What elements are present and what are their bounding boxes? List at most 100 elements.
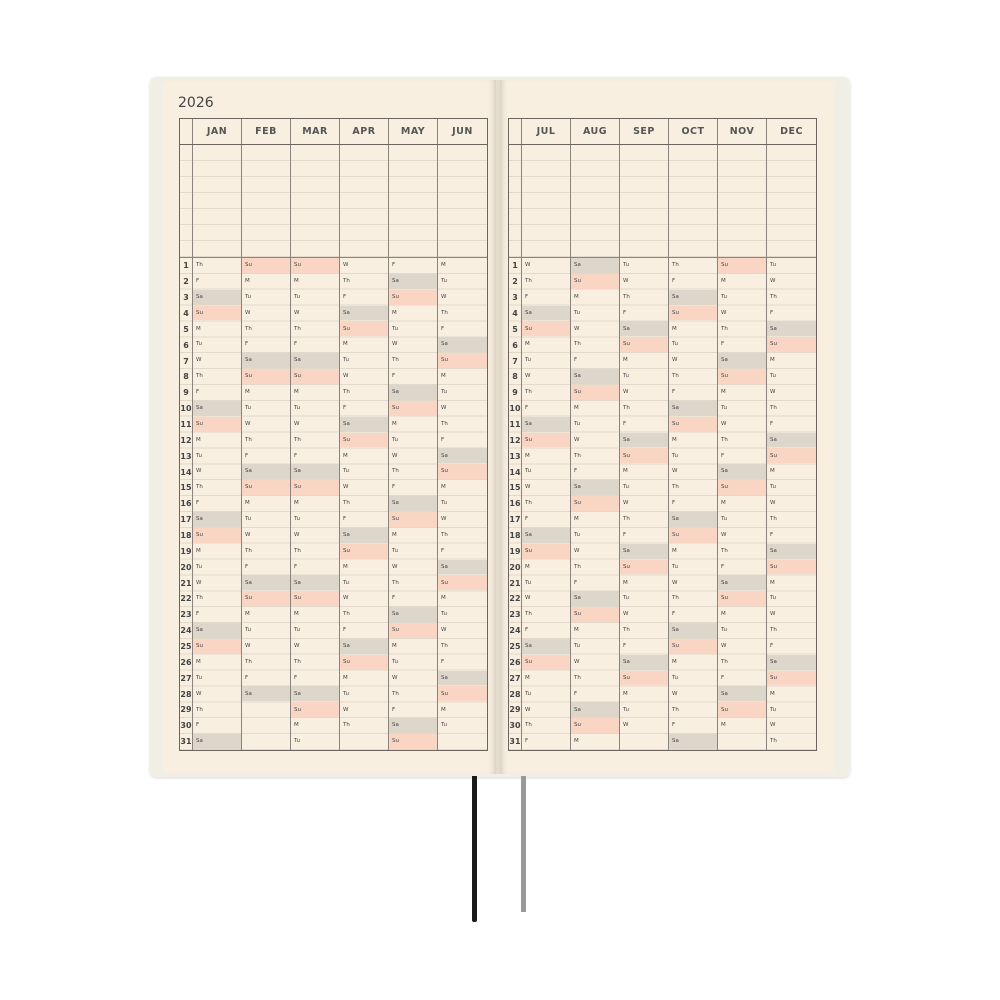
day-column-sep[interactable]: Tu W Th F Sa Su M Tu W Th F Sa Su M Tu W… xyxy=(620,258,669,750)
day-number: 23 xyxy=(509,610,521,620)
day-column-apr[interactable]: W Th F Sa Su M Tu W Th F Sa Su M Tu W Th… xyxy=(340,258,389,750)
gray-ribbon-bookmark[interactable] xyxy=(521,776,526,912)
day-number: 22 xyxy=(180,594,192,604)
book-spine xyxy=(496,80,500,774)
day-number: 3 xyxy=(183,293,189,303)
notes-number-column xyxy=(509,145,522,257)
day-column-oct[interactable]: Th F Sa Su M Tu W Th F Sa Su M Tu W Th F… xyxy=(669,258,718,750)
saturday-highlight xyxy=(571,258,619,273)
notes-area xyxy=(509,145,816,258)
day-number: 4 xyxy=(183,309,189,318)
saturday-highlight xyxy=(389,496,437,511)
sunday-highlight xyxy=(571,496,619,511)
weekday-labels: W Th F Sa Su M Tu W Th F Sa Su M Tu W Th… xyxy=(343,262,350,729)
day-number: 19 xyxy=(180,546,192,556)
day-column-aug[interactable]: Sa Su M Tu W Th F Sa Su M Tu W Th F Sa S… xyxy=(571,258,620,750)
saturday-highlight xyxy=(389,273,437,289)
sunday-highlight xyxy=(522,543,570,559)
day-number: 4 xyxy=(512,309,518,318)
weekday-labels: Su M Tu W Th F Sa Su M Tu W Th F Sa Su M… xyxy=(294,262,301,745)
saturday-highlight xyxy=(718,353,766,369)
day-column-feb[interactable]: Su M Tu W Th F Sa Su M Tu W Th F Sa Su M… xyxy=(242,258,291,750)
day-column-mar[interactable]: Su M Tu W Th F Sa Su M Tu W Th F Sa Su M… xyxy=(291,258,340,750)
month-header-dec: DEC xyxy=(780,126,803,137)
day-column-dec[interactable]: Tu W Th F Sa Su M Tu W Th F Sa Su M Tu W… xyxy=(767,258,816,750)
sunday-highlight xyxy=(389,511,437,527)
day-number: 12 xyxy=(509,435,521,445)
sunday-highlight xyxy=(193,638,241,654)
sunday-highlight xyxy=(291,258,339,273)
sunday-highlight xyxy=(389,400,437,416)
year-label: 2026 xyxy=(178,95,214,111)
day-rows-area: 1 2 3 4 5 6 7 8 9 10 11 12 13 14 15 16 17 18 19 20 21 22 23 24 2… xyxy=(180,258,487,750)
day-number: 27 xyxy=(180,673,192,683)
notes-column[interactable] xyxy=(291,145,340,257)
saturday-highlight xyxy=(340,638,388,654)
saturday-highlight xyxy=(718,575,766,591)
weekday-labels: Th F Sa Su M Tu W Th F Sa Su M Tu W Th F… xyxy=(196,262,203,745)
day-column-jun[interactable]: M Tu W Th F Sa Su M Tu W Th F Sa Su M Tu… xyxy=(438,258,487,750)
sunday-highlight xyxy=(767,670,816,686)
month-header-sep: SEP xyxy=(620,119,669,144)
month-header-feb: FEB xyxy=(242,119,291,144)
month-header-mar: MAR xyxy=(291,119,340,144)
notes-column[interactable] xyxy=(389,145,438,257)
weekday-labels: Sa Su M Tu W Th F Sa Su M Tu W Th F Sa S… xyxy=(574,262,581,745)
day-number: 27 xyxy=(509,673,521,683)
notes-column[interactable] xyxy=(193,145,242,257)
saturday-highlight xyxy=(389,607,437,622)
notes-column[interactable] xyxy=(718,145,767,257)
month-header-row: JUL AUG SEP OCT NOV DEC xyxy=(509,119,816,145)
saturday-highlight xyxy=(389,718,437,734)
saturday-highlight xyxy=(291,464,339,480)
day-number: 21 xyxy=(509,578,521,588)
weekday-labels: Tu W Th F Sa Su M Tu W Th F Sa Su M Tu W… xyxy=(623,262,630,729)
sunday-highlight xyxy=(340,654,388,670)
sunday-highlight xyxy=(718,702,766,718)
sunday-highlight xyxy=(389,289,437,305)
saturday-highlight xyxy=(669,400,717,416)
day-number: 28 xyxy=(180,689,192,699)
saturday-highlight xyxy=(718,464,766,480)
day-column-may[interactable]: F Sa Su M Tu W Th F Sa Su M Tu W Th F Sa… xyxy=(389,258,438,750)
weekday-labels: Th F Sa Su M Tu W Th F Sa Su M Tu W Th F… xyxy=(672,262,679,745)
weekday-labels: M Tu W Th F Sa Su M Tu W Th F Sa Su M Tu… xyxy=(441,262,448,729)
notes-column[interactable] xyxy=(340,145,389,257)
weekday-labels: Su M Tu W Th F Sa Su M Tu W Th F Sa Su M… xyxy=(245,262,252,697)
saturday-highlight xyxy=(620,432,668,448)
day-number: 5 xyxy=(183,324,189,334)
notes-column[interactable] xyxy=(620,145,669,257)
day-column-jul[interactable]: W Th F Sa Su M Tu W Th F Sa Su M Tu W Th… xyxy=(522,258,571,750)
notes-column[interactable] xyxy=(438,145,487,257)
day-number-header xyxy=(509,119,522,144)
notes-column[interactable] xyxy=(522,145,571,257)
saturday-highlight xyxy=(242,686,290,702)
saturday-highlight xyxy=(340,527,388,543)
sunday-highlight xyxy=(291,369,339,384)
saturday-highlight xyxy=(767,543,816,559)
sunday-highlight xyxy=(767,559,816,575)
black-ribbon-bookmark[interactable] xyxy=(472,776,477,922)
notes-column[interactable] xyxy=(767,145,816,257)
saturday-highlight xyxy=(669,734,717,749)
day-number: 9 xyxy=(512,388,518,398)
day-number: 18 xyxy=(180,531,192,541)
notes-column[interactable] xyxy=(669,145,718,257)
sunday-highlight xyxy=(291,702,339,718)
day-column-nov[interactable]: Su M Tu W Th F Sa Su M Tu W Th F Sa Su M… xyxy=(718,258,767,750)
notes-column[interactable] xyxy=(242,145,291,257)
day-number: 20 xyxy=(180,562,192,572)
day-number: 29 xyxy=(180,705,192,715)
day-column-jan[interactable]: Th F Sa Su M Tu W Th F Sa Su M Tu W Th F… xyxy=(193,258,242,750)
notes-column[interactable] xyxy=(571,145,620,257)
day-number: 31 xyxy=(509,737,521,747)
sunday-highlight xyxy=(669,638,717,654)
saturday-highlight xyxy=(522,416,570,432)
day-number: 21 xyxy=(180,578,192,588)
weekday-labels: W Th F Sa Su M Tu W Th F Sa Su M Tu W Th… xyxy=(525,262,532,745)
day-number: 24 xyxy=(180,626,192,636)
day-number: 26 xyxy=(509,657,521,667)
sunday-highlight xyxy=(669,416,717,432)
saturday-highlight xyxy=(620,654,668,670)
saturday-highlight xyxy=(389,384,437,400)
